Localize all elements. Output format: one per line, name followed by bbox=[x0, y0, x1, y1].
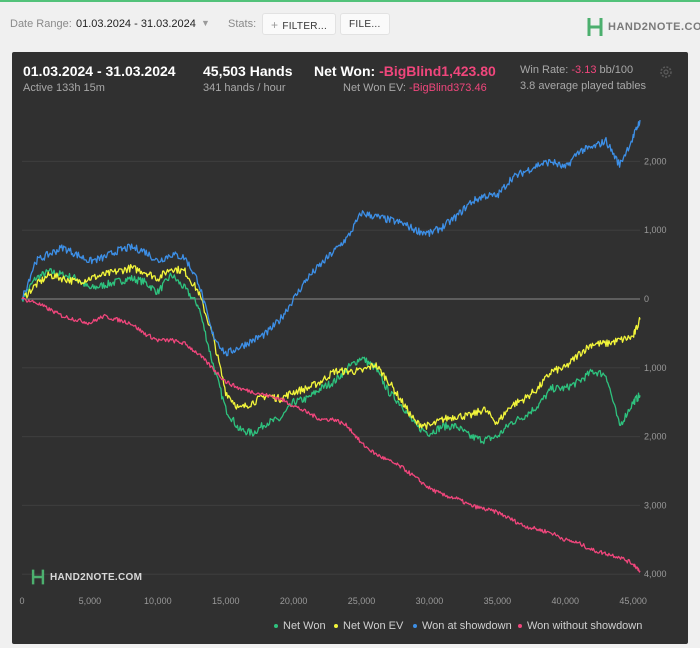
series-line-won-at-showdown bbox=[21, 120, 641, 357]
hands-per-hour: 341 hands / hour bbox=[203, 82, 286, 94]
active-time: Active 133h 15m bbox=[23, 82, 105, 94]
filter-button[interactable]: + FILTER... bbox=[262, 13, 337, 35]
legend-label: Net Won bbox=[283, 620, 326, 632]
legend-dot-icon bbox=[274, 624, 278, 629]
file-button[interactable]: FILE... bbox=[340, 13, 390, 35]
logo-text: HAND2NOTE.COM bbox=[608, 21, 700, 33]
net-won-value: -BigBlind1,423.80 bbox=[379, 63, 496, 79]
legend-item[interactable]: Net Won EV bbox=[334, 620, 403, 632]
y-tick-label: 2,000 bbox=[644, 432, 667, 442]
win-rate-unit: bb/100 bbox=[599, 64, 634, 76]
gear-icon[interactable] bbox=[658, 64, 674, 80]
win-rate-label: Win Rate: bbox=[520, 64, 569, 76]
legend-label: Won at showdown bbox=[422, 620, 512, 632]
net-won-ev: Net Won EV: -BigBlind373.46 bbox=[343, 82, 487, 94]
legend-dot-icon bbox=[518, 624, 522, 629]
x-tick-label: 5,000 bbox=[79, 596, 102, 606]
net-won-ev-value: -BigBlind373.46 bbox=[409, 82, 487, 94]
hands-count: 45,503 Hands bbox=[203, 63, 293, 79]
legend-dot-icon bbox=[334, 624, 338, 629]
net-won-label: Net Won: bbox=[314, 63, 376, 79]
x-tick-label: 15,000 bbox=[212, 596, 240, 606]
toolbar: Date Range: 01.03.2024 - 31.03.2024 ▼ St… bbox=[0, 4, 700, 44]
net-won: Net Won: -BigBlind1,423.80 bbox=[314, 63, 496, 79]
brand-logo[interactable]: HAND2NOTE.COM bbox=[586, 16, 700, 38]
x-tick-label: 25,000 bbox=[348, 596, 376, 606]
logo-icon bbox=[587, 18, 603, 36]
y-tick-label: 2,000 bbox=[644, 156, 667, 166]
plus-icon: + bbox=[271, 18, 279, 32]
legend-item[interactable]: Won at showdown bbox=[413, 620, 512, 632]
x-tick-label: 20,000 bbox=[280, 596, 308, 606]
avg-tables: 3.8 average played tables bbox=[520, 80, 646, 92]
series-line-net-won bbox=[21, 267, 641, 445]
stats-label: Stats: bbox=[228, 18, 257, 30]
watermark-logo-icon bbox=[31, 569, 45, 585]
watermark-text: HAND2NOTE.COM bbox=[50, 572, 143, 583]
x-tick-label: 10,000 bbox=[144, 596, 172, 606]
legend-item[interactable]: Won without showdown bbox=[518, 620, 642, 632]
x-tick-label: 30,000 bbox=[416, 596, 444, 606]
legend-dot-icon bbox=[413, 624, 417, 629]
series-line-won-without-showdown bbox=[21, 296, 641, 573]
win-rate-value: -3.13 bbox=[571, 64, 597, 76]
legend-item[interactable]: Net Won bbox=[274, 620, 326, 632]
win-rate: Win Rate: -3.13 bb/100 bbox=[520, 64, 633, 76]
chevron-down-icon[interactable]: ▼ bbox=[201, 18, 210, 28]
y-tick-label: 1,000 bbox=[644, 363, 667, 373]
y-tick-label: 3,000 bbox=[644, 500, 667, 510]
y-tick-label: 0 bbox=[644, 294, 649, 304]
legend-label: Net Won EV bbox=[343, 620, 404, 632]
graph-panel: 01.03.2024 - 31.03.2024 Active 133h 15m … bbox=[12, 52, 688, 644]
period-title: 01.03.2024 - 31.03.2024 bbox=[23, 63, 176, 79]
x-tick-label: 35,000 bbox=[484, 596, 512, 606]
date-range-select[interactable]: 01.03.2024 - 31.03.2024 bbox=[76, 18, 196, 30]
series-line-net-won-ev bbox=[21, 263, 641, 430]
filter-button-label: FILTER... bbox=[282, 21, 328, 32]
net-won-ev-label: Net Won EV: bbox=[343, 82, 406, 94]
x-tick-label: 40,000 bbox=[551, 596, 579, 606]
y-tick-label: 1,000 bbox=[644, 225, 667, 235]
date-range-label: Date Range: bbox=[10, 18, 72, 30]
x-tick-label: 0 bbox=[19, 596, 24, 606]
chart-svg: 2,000 1,000 0 1,000 2,000 3,000 4,000 0 5,000 10,… bbox=[19, 120, 667, 606]
y-tick-label: 4,000 bbox=[644, 569, 667, 579]
x-tick-label: 45,000 bbox=[619, 596, 647, 606]
legend-label: Won without showdown bbox=[527, 620, 643, 632]
file-button-label: FILE... bbox=[349, 19, 381, 30]
